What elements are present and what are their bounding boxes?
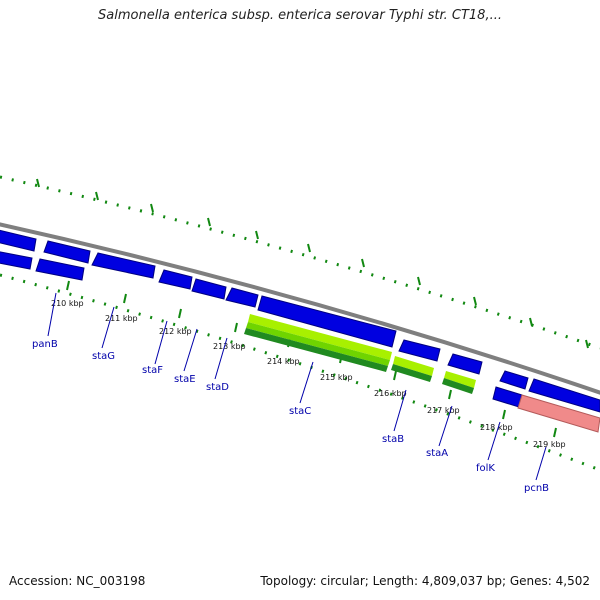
- gene-leader-lines: [47, 292, 547, 481]
- kbp-label: 219 kbp: [533, 440, 566, 449]
- genome-stats-label: Topology: circular; Length: 4,809,037 bp…: [260, 574, 590, 588]
- kbp-label: 216 kbp: [374, 389, 407, 398]
- inner-tick-ring: [0, 273, 600, 472]
- cds-lower-strand: [0, 251, 523, 408]
- kbp-label: 211 kbp: [105, 314, 138, 323]
- gene-label-staF: staF: [142, 365, 163, 376]
- kbp-label: 210 kbp: [51, 299, 84, 308]
- map-title: Salmonella enterica subsp. enterica sero…: [98, 8, 502, 23]
- gene-label-staC: staC: [289, 406, 311, 417]
- gene-label-pcnB: pcnB: [524, 483, 549, 494]
- rrna-features: [244, 314, 476, 394]
- pink-feature: [517, 394, 600, 433]
- gene-label-folK: folK: [476, 463, 495, 474]
- kbp-label: 218 kbp: [480, 423, 513, 432]
- kbp-label: 213 kbp: [213, 342, 246, 351]
- gene-label-staE: staE: [174, 374, 196, 385]
- cds-upper-strand: [0, 229, 600, 413]
- gene-labels: panB staG staF staE staD staC staB staA …: [32, 339, 549, 494]
- kbp-label: 217 kbp: [427, 406, 460, 415]
- inner-major-ticks: [66, 280, 557, 438]
- kbp-label: 212 kbp: [159, 327, 192, 336]
- kbp-label: 215 kbp: [320, 373, 353, 382]
- genome-backbone: [0, 222, 600, 395]
- kbp-label: 214 kbp: [267, 357, 300, 366]
- gene-label-staB: staB: [382, 434, 404, 445]
- gene-label-staA: staA: [426, 448, 448, 459]
- gene-label-staD: staD: [206, 382, 229, 393]
- outer-tick-ring: [0, 175, 600, 350]
- gene-label-staG: staG: [92, 351, 115, 362]
- accession-label: Accession: NC_003198: [9, 574, 146, 588]
- kbp-labels: 210 kbp 211 kbp 212 kbp 213 kbp 214 kbp …: [51, 299, 566, 449]
- outer-major-ticks: [36, 178, 589, 349]
- gene-label-panB: panB: [32, 339, 58, 350]
